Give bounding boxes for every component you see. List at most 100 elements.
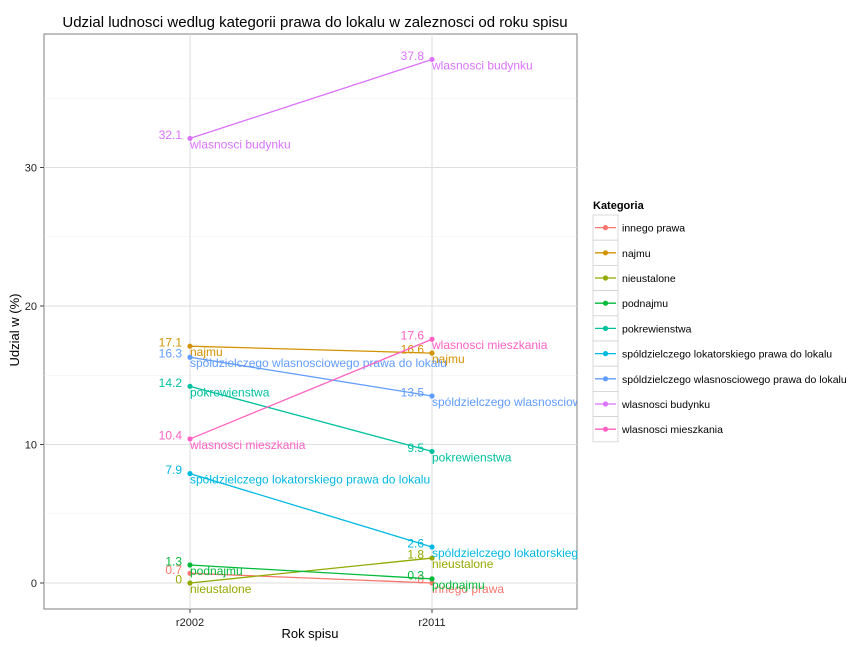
data-point bbox=[187, 383, 193, 389]
data-label: 37.8 bbox=[401, 49, 425, 63]
legend-item-innego-prawa: innego prawa bbox=[592, 214, 685, 241]
legend-key-point bbox=[602, 225, 609, 231]
series-wlasnosci-mieszkania: 10.4 wlasnosci mieszkania 17.6 wlasnosci mi… bbox=[159, 329, 548, 452]
series-line bbox=[189, 564, 433, 580]
data-point bbox=[187, 570, 193, 576]
series-end-label: najmu bbox=[432, 352, 465, 366]
legend-label: pokrewienstwa bbox=[622, 323, 692, 335]
data-label: 0.3 bbox=[407, 568, 424, 582]
data-point bbox=[187, 354, 193, 360]
plot-panel bbox=[43, 33, 578, 610]
series-end-label: wlasnosci budynku bbox=[189, 137, 291, 151]
data-point bbox=[429, 448, 435, 455]
legend-key-point bbox=[602, 275, 609, 281]
legend-label: nieustalone bbox=[622, 273, 676, 285]
y-tick-label: 20 bbox=[25, 301, 37, 313]
data-label: 13.5 bbox=[401, 386, 425, 400]
data-point bbox=[429, 336, 435, 342]
data-label: 16.6 bbox=[401, 343, 425, 357]
data-label: 1.8 bbox=[407, 548, 424, 562]
legend-label: podnajmu bbox=[622, 298, 668, 310]
series-end-label: nieustalone bbox=[190, 582, 252, 596]
legend-item-wlasnosci-budynku: wlasnosci budynku bbox=[592, 390, 710, 417]
series-end-label: pokrewienstwa bbox=[190, 385, 270, 399]
data-label: 0.7 bbox=[165, 563, 182, 577]
data-label: 1.3 bbox=[165, 554, 182, 568]
legend-key-point bbox=[602, 401, 609, 407]
x-axis: r2002 r2011 bbox=[176, 609, 446, 629]
legend: Kategoria innego prawa najmu nieustalone po… bbox=[592, 200, 847, 443]
legend-key-point bbox=[602, 300, 609, 306]
series-line bbox=[189, 572, 433, 584]
y-axis: 0 10 20 30 bbox=[25, 163, 44, 590]
series-end-label: wlasnosci mieszkania bbox=[189, 438, 306, 452]
series-najmu: 17.1 najmu 16.6 najmu bbox=[159, 336, 465, 366]
legend-item-wlasnosci-mieszkania: wlasnosci mieszkania bbox=[592, 416, 723, 443]
data-point bbox=[187, 562, 193, 568]
series-line bbox=[189, 557, 433, 584]
series-end-label: spóldzielczego wlasnosciow bbox=[432, 395, 582, 409]
data-label: 32.1 bbox=[159, 128, 183, 142]
series-line bbox=[189, 385, 433, 453]
series-line bbox=[189, 472, 433, 548]
y-tick-label: 10 bbox=[25, 440, 37, 452]
data-point bbox=[429, 544, 435, 550]
y-axis-title: Udzial w (%) bbox=[7, 294, 22, 367]
legend-item-najmu: najmu bbox=[592, 239, 651, 266]
data-point bbox=[429, 576, 435, 582]
legend-title: Kategoria bbox=[593, 200, 645, 212]
legend-key-point bbox=[602, 351, 609, 357]
series-end-label: spóldzielczego lokatorskieg bbox=[432, 546, 578, 560]
data-point bbox=[429, 393, 435, 399]
series-end-label: wlasnosci mieszkania bbox=[431, 338, 548, 352]
series-nieustalone: 0 nieustalone 1.8 nieustalone bbox=[175, 548, 493, 596]
series-end-label: nieustalone bbox=[432, 557, 494, 571]
data-point bbox=[429, 555, 435, 561]
data-point bbox=[429, 350, 435, 356]
data-point bbox=[187, 580, 193, 586]
gridlines bbox=[44, 34, 577, 609]
data-point bbox=[187, 470, 193, 477]
legend-item-podnajmu: podnajmu bbox=[592, 290, 668, 317]
data-label: 17.6 bbox=[401, 329, 425, 343]
series-line bbox=[189, 356, 433, 397]
series-pokrewienstwa: 14.2 pokrewienstwa 9.5 pokrewienstwa bbox=[159, 376, 512, 465]
series-end-label: spóldzielczego lokatorskiego prawa do lo… bbox=[190, 473, 430, 487]
series-end-label: podnajmu bbox=[190, 564, 243, 578]
series-end-label: pokrewienstwa bbox=[432, 450, 512, 464]
data-label: 14.2 bbox=[159, 376, 183, 390]
data-label: 10.4 bbox=[159, 428, 183, 442]
legend-label: innego prawa bbox=[622, 223, 685, 235]
legend-item-pokrewienstwa: pokrewienstwa bbox=[592, 315, 692, 342]
y-tick-label: 30 bbox=[25, 163, 37, 175]
legend-item-nieustalone: nieustalone bbox=[592, 264, 676, 291]
data-label: 16.3 bbox=[159, 347, 183, 361]
series-end-label: spóldzielczego wlasnosciowego prawa do l… bbox=[190, 356, 447, 370]
series-podnajmu: 1.3 podnajmu 0.3 podnajmu bbox=[165, 554, 484, 591]
data-point bbox=[429, 56, 435, 63]
legend-label: spóldzielczego wlasnosciowego prawa do l… bbox=[622, 374, 847, 386]
y-tick-label: 0 bbox=[31, 578, 37, 590]
data-label: 0 bbox=[417, 573, 424, 587]
legend-label: najmu bbox=[622, 248, 651, 260]
x-tick-label: r2011 bbox=[418, 617, 445, 629]
data-label: 7.9 bbox=[165, 463, 182, 477]
series-line bbox=[189, 345, 433, 354]
series-end-label: innego prawa bbox=[432, 582, 504, 596]
legend-key-point bbox=[602, 426, 609, 432]
series-end-label: wlasnosci budynku bbox=[431, 58, 533, 72]
legend-label: wlasnosci budynku bbox=[621, 399, 710, 411]
legend-item-spoldzielczego-lokatorskiego-prawa-do-lokalu: spóldzielczego lokatorskiego prawa do lo… bbox=[592, 340, 832, 367]
data-label: 0 bbox=[175, 573, 182, 587]
legend-label: wlasnosci mieszkania bbox=[621, 424, 723, 436]
series-line bbox=[189, 338, 433, 440]
data-label: 17.1 bbox=[159, 336, 183, 350]
data-point bbox=[429, 580, 435, 586]
x-tick-label: r2002 bbox=[176, 617, 204, 629]
series-end-label: najmu bbox=[190, 345, 223, 359]
legend-key-point bbox=[602, 325, 609, 331]
legend-key-point bbox=[602, 376, 609, 382]
chart-title: Udzial ludnosci wedlug kategorii prawa d… bbox=[62, 14, 567, 31]
